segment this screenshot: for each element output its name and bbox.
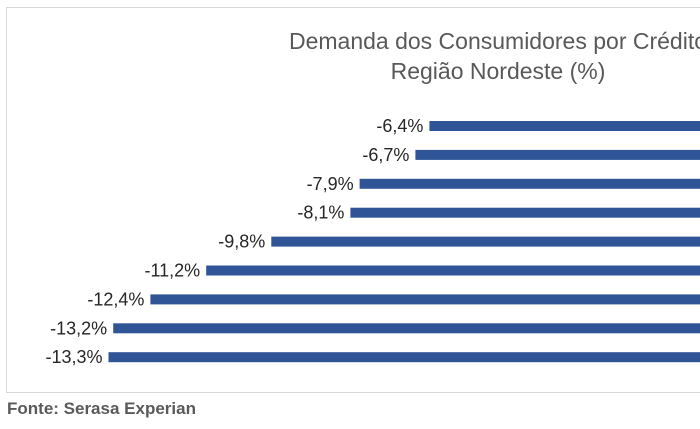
bar-7 xyxy=(113,323,700,334)
bar-6 xyxy=(150,294,700,305)
bar-label-3: -8,1% xyxy=(297,203,344,223)
bar-0 xyxy=(429,121,700,131)
bar-label-0: -6,4% xyxy=(376,116,423,136)
bar-label-5: -11,2% xyxy=(144,261,200,281)
bar-label-7: -13,2% xyxy=(50,318,107,338)
bar-8 xyxy=(108,352,700,363)
bar-label-1: -6,7% xyxy=(362,145,409,165)
bar-label-6: -12,4% xyxy=(87,289,144,309)
chart-title-line-1: Demanda dos Consumidores por Crédito xyxy=(289,28,700,54)
chart-title-line-2: Região Nordeste (%) xyxy=(391,58,606,84)
bar-label-8: -13,3% xyxy=(45,347,102,367)
bar-2 xyxy=(359,178,700,189)
bar-1 xyxy=(415,149,700,160)
bar-5 xyxy=(206,265,700,276)
source-note: Fonte: Serasa Experian xyxy=(7,399,196,418)
bar-4 xyxy=(271,236,700,247)
bar-label-2: -7,9% xyxy=(307,174,354,194)
bars-group: -6,4% -6,7% -7,9% -8,1% -9,8% -11,2%-12,4% -13… xyxy=(45,116,700,367)
bar-label-4: -9,8% xyxy=(218,232,265,252)
bar-chart: Demanda dos Consumidores por Crédito Reg… xyxy=(45,28,700,367)
bar-3 xyxy=(350,207,700,218)
chart-frame: Demanda dos Consumidores por Crédito Reg… xyxy=(6,7,700,393)
